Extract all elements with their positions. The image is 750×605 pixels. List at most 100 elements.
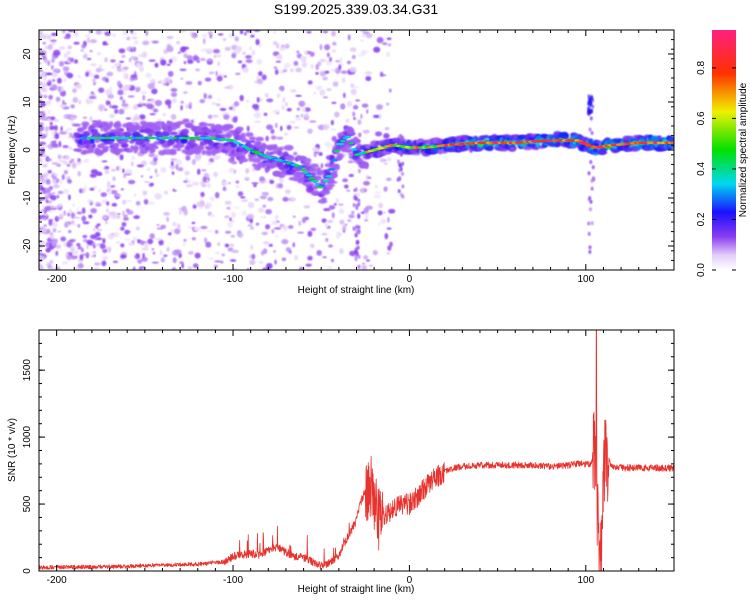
- heatmap-speckle: [301, 61, 307, 68]
- heatmap-speckle: [185, 103, 189, 110]
- heatmap-speckle: [352, 105, 359, 110]
- heatmap-speckle: [265, 135, 269, 142]
- heatmap-speckle: [119, 60, 125, 64]
- heatmap-speckle: [263, 112, 268, 117]
- heatmap-ridge-blob: [102, 127, 109, 133]
- heatmap-speckle: [188, 104, 192, 109]
- heatmap-speckle: [52, 179, 57, 184]
- heatmap-speckle: [70, 57, 75, 63]
- heatmap-speckle: [315, 85, 323, 91]
- heatmap-speckle: [151, 88, 158, 95]
- heatmap-speckle: [398, 163, 402, 168]
- heatmap-speckle: [221, 180, 229, 186]
- heatmap-speckle: [42, 42, 46, 45]
- heatmap-speckle: [245, 30, 252, 33]
- heatmap-speckle: [148, 59, 156, 62]
- heatmap-speckle: [298, 266, 305, 270]
- snr-series-line: [39, 330, 674, 571]
- heatmap-speckle: [91, 254, 94, 258]
- heatmap-speckle: [51, 162, 59, 165]
- heatmap-speckle: [235, 180, 240, 184]
- heatmap-speckle: [307, 80, 313, 85]
- heatmap-speckle: [275, 214, 279, 221]
- heatmap-speckle: [587, 231, 591, 236]
- heatmap-speckle: [39, 177, 46, 184]
- heatmap-speckle: [217, 98, 221, 101]
- heatmap-speckle: [310, 227, 317, 231]
- heatmap-speckle: [77, 224, 81, 228]
- heatmap-speckle: [61, 174, 65, 181]
- heatmap-speckle: [274, 235, 279, 238]
- heatmap-speckle: [274, 122, 278, 129]
- heatmap-speckle: [71, 162, 77, 169]
- heatmap-speckle: [386, 37, 392, 41]
- heatmap-speckle: [140, 175, 144, 178]
- heatmap-speckle: [39, 69, 43, 72]
- heatmap-speckle: [260, 216, 267, 219]
- heatmap-speckle: [39, 72, 44, 76]
- heatmap-speckle: [283, 132, 289, 136]
- heatmap-speckle: [107, 93, 115, 99]
- heatmap-speckle: [81, 253, 88, 256]
- heatmap-speckle: [108, 101, 111, 105]
- heatmap-speckle: [110, 59, 116, 63]
- heatmap-speckle: [105, 78, 110, 83]
- heatmap-speckle: [123, 173, 127, 178]
- heatmap-speckle: [251, 253, 255, 260]
- heatmap-speckle: [347, 34, 351, 41]
- heatmap-speckle: [330, 128, 337, 131]
- heatmap-speckle: [92, 82, 96, 86]
- heatmap-speckle: [122, 66, 129, 70]
- heatmap-speckle: [104, 57, 108, 63]
- heatmap-speckle: [111, 202, 118, 207]
- heatmap-speckle: [63, 170, 68, 175]
- heatmap-speckle: [326, 88, 332, 92]
- heatmap-speckle: [85, 72, 90, 77]
- heatmap-speckle: [251, 103, 260, 109]
- heatmap-speckle: [354, 196, 358, 201]
- heatmap-speckle: [120, 254, 127, 259]
- heatmap-speckle: [305, 263, 312, 267]
- heatmap-speckle: [589, 159, 593, 164]
- heatmap-speckle: [270, 135, 277, 140]
- heatmap-ridge-blob: [301, 157, 312, 163]
- heatmap-speckle: [378, 202, 384, 209]
- heatmap-speckle: [273, 250, 277, 253]
- heatmap-speckle: [400, 192, 404, 197]
- heatmap-speckle: [587, 100, 591, 106]
- x-tick-label: 0: [407, 575, 413, 586]
- heatmap-speckle: [386, 252, 390, 255]
- heatmap-speckle: [77, 170, 81, 177]
- heatmap-speckle: [273, 31, 277, 34]
- heatmap-speckle: [383, 133, 390, 139]
- heatmap-speckle: [150, 98, 155, 104]
- colorbar-tick-label: 0.2: [696, 212, 707, 226]
- heatmap-speckle: [68, 208, 73, 215]
- heatmap-speckle: [590, 221, 594, 226]
- heatmap-speckle: [60, 85, 64, 93]
- heatmap-speckle: [217, 242, 221, 247]
- heatmap-speckle: [82, 221, 90, 225]
- heatmap-speckle: [217, 61, 220, 67]
- heatmap-speckle: [187, 226, 193, 229]
- heatmap-speckle: [385, 51, 391, 58]
- heatmap-ridge-core: [324, 175, 333, 178]
- heatmap-speckle: [88, 30, 93, 34]
- heatmap-speckle: [347, 219, 352, 222]
- heatmap-speckle: [347, 160, 354, 164]
- heatmap-speckle: [296, 50, 300, 54]
- heatmap-speckle: [163, 190, 169, 195]
- heatmap-speckle: [106, 71, 114, 77]
- colorbar-tick-label: 0.6: [696, 111, 707, 125]
- heatmap-speckle: [136, 103, 143, 108]
- heatmap-speckle: [379, 158, 385, 163]
- heatmap-speckle: [356, 229, 360, 234]
- heatmap-ridge-blob: [302, 161, 311, 166]
- heatmap-speckle: [58, 60, 65, 67]
- heatmap-speckle: [127, 179, 136, 185]
- heatmap-speckle: [70, 104, 75, 109]
- heatmap-speckle: [312, 147, 320, 152]
- heatmap-speckle: [356, 245, 360, 250]
- heatmap-speckle: [76, 207, 80, 211]
- heatmap-speckle: [196, 168, 201, 175]
